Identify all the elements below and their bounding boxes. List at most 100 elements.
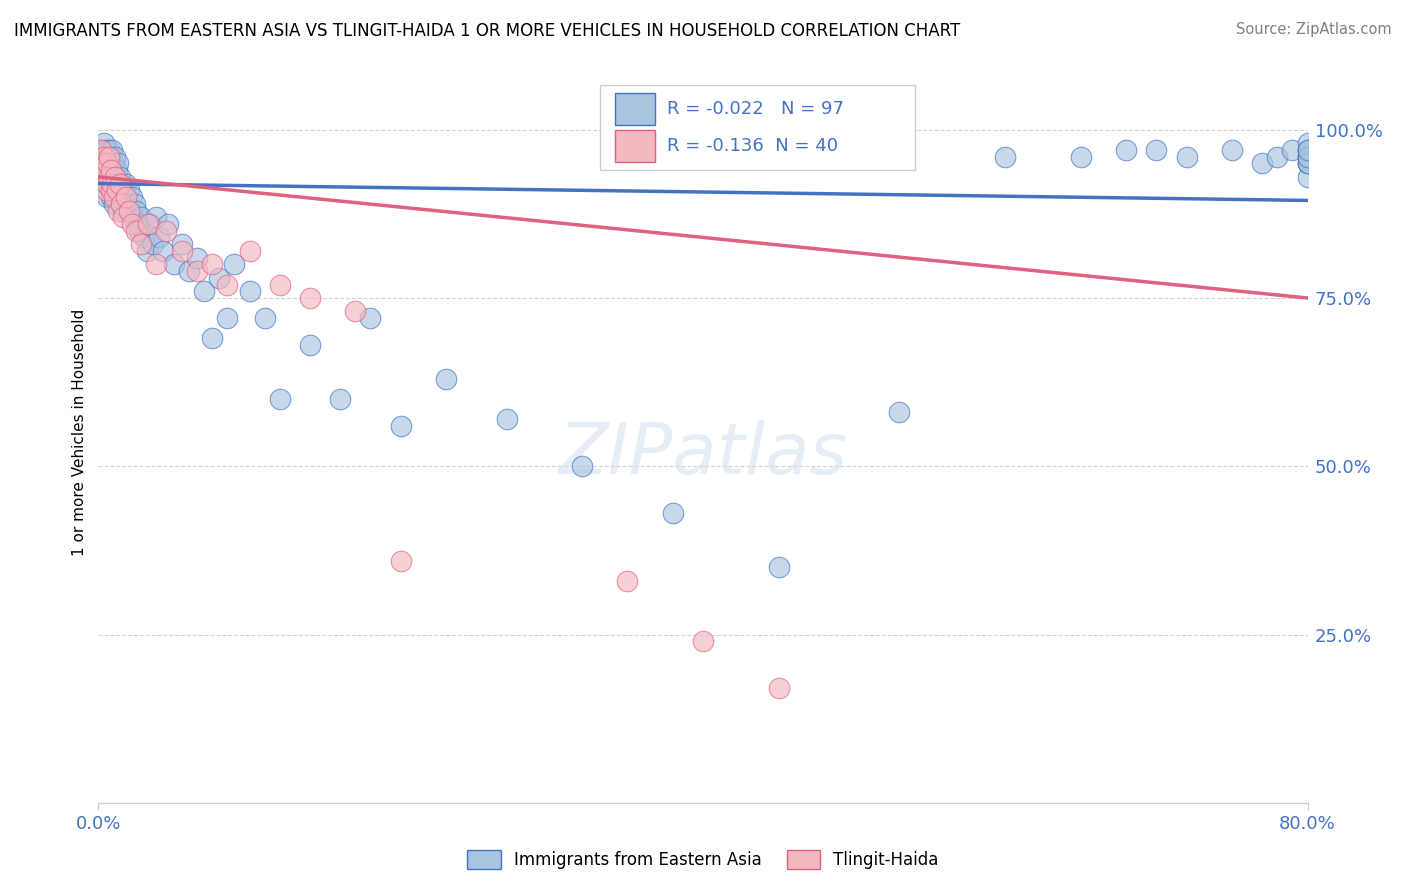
Point	[91, 163, 114, 178]
Point	[1220, 143, 1243, 157]
Point	[170, 244, 193, 258]
Point	[111, 203, 134, 218]
Point	[93, 136, 115, 151]
Point	[91, 169, 114, 184]
Point	[104, 150, 127, 164]
Point	[110, 196, 132, 211]
Point	[110, 196, 132, 211]
Point	[186, 251, 208, 265]
Point	[105, 183, 128, 197]
Point	[179, 264, 201, 278]
Point	[107, 203, 129, 218]
Point	[215, 311, 238, 326]
Point	[100, 150, 122, 164]
Point	[692, 634, 714, 648]
Point	[389, 418, 412, 433]
Text: R = -0.136  N = 40: R = -0.136 N = 40	[666, 137, 838, 155]
Point	[98, 177, 121, 191]
Point	[107, 177, 129, 191]
Bar	[614, 130, 655, 162]
Point	[224, 257, 246, 271]
Point	[94, 163, 117, 178]
Point	[1296, 143, 1319, 157]
Point	[100, 169, 122, 184]
Point	[96, 177, 118, 191]
Point	[96, 190, 118, 204]
Point	[239, 285, 262, 299]
Point	[208, 270, 231, 285]
Point	[571, 459, 593, 474]
Point	[100, 183, 122, 197]
Point	[96, 150, 118, 164]
Point	[1296, 150, 1319, 164]
Point	[201, 257, 224, 271]
Point	[101, 163, 124, 178]
Point	[136, 217, 159, 231]
Point	[91, 156, 114, 170]
Point	[91, 150, 114, 164]
Point	[1175, 150, 1198, 164]
Point	[101, 183, 124, 197]
Point	[120, 203, 142, 218]
Point	[1296, 143, 1319, 157]
Point	[1296, 156, 1319, 170]
Point	[135, 244, 157, 258]
Point	[1267, 150, 1289, 164]
Point	[201, 331, 224, 345]
Point	[299, 291, 322, 305]
Point	[163, 257, 186, 271]
Point	[344, 304, 367, 318]
Point	[125, 224, 148, 238]
Text: Source: ZipAtlas.com: Source: ZipAtlas.com	[1236, 22, 1392, 37]
Point	[105, 183, 128, 197]
Point	[94, 163, 117, 178]
Point	[111, 183, 134, 197]
Point	[100, 163, 122, 178]
Point	[118, 203, 141, 218]
Point	[434, 372, 457, 386]
Point	[98, 150, 121, 164]
Point	[193, 285, 215, 299]
Point	[129, 237, 152, 252]
Point	[114, 177, 136, 191]
Point	[122, 211, 145, 225]
Point	[299, 338, 322, 352]
Point	[155, 224, 177, 238]
Point	[104, 169, 127, 184]
Point	[105, 163, 128, 178]
Point	[1296, 136, 1319, 151]
Point	[103, 196, 125, 211]
Point	[186, 264, 208, 278]
Point	[98, 156, 121, 170]
Point	[768, 560, 790, 574]
Point	[96, 169, 118, 184]
Point	[101, 143, 124, 157]
Point	[103, 156, 125, 170]
Point	[108, 177, 131, 191]
Point	[129, 211, 152, 225]
Point	[142, 237, 165, 252]
Point	[269, 392, 291, 406]
Text: R = -0.022   N = 97: R = -0.022 N = 97	[666, 100, 844, 118]
Point	[1296, 156, 1319, 170]
Point	[128, 224, 150, 238]
Point	[103, 190, 125, 204]
Point	[1296, 143, 1319, 157]
Point	[96, 156, 118, 170]
Point	[127, 217, 149, 231]
Point	[90, 143, 112, 157]
Point	[1070, 150, 1092, 164]
Legend: Immigrants from Eastern Asia, Tlingit-Haida: Immigrants from Eastern Asia, Tlingit-Ha…	[461, 843, 945, 876]
Point	[768, 681, 790, 696]
Point	[125, 203, 148, 218]
Point	[152, 244, 174, 258]
Point	[269, 277, 291, 292]
Point	[145, 211, 167, 225]
Point	[124, 196, 146, 211]
Point	[107, 156, 129, 170]
Point	[100, 190, 122, 204]
Bar	[614, 93, 655, 126]
Point	[110, 177, 132, 191]
Point	[94, 143, 117, 157]
Text: IMMIGRANTS FROM EASTERN ASIA VS TLINGIT-HAIDA 1 OR MORE VEHICLES IN HOUSEHOLD CO: IMMIGRANTS FROM EASTERN ASIA VS TLINGIT-…	[14, 22, 960, 40]
